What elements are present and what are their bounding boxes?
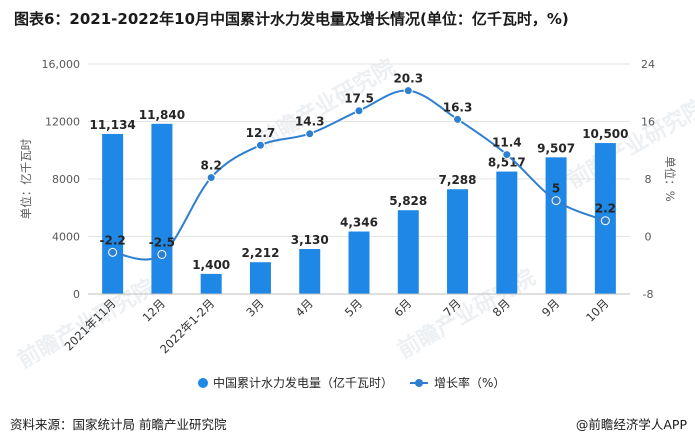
- x-tick-label: 3月: [243, 296, 266, 319]
- bar: [249, 262, 271, 294]
- y-axis-title: 单位：亿千瓦时: [19, 138, 33, 219]
- bar: [545, 157, 567, 294]
- x-tick-label: 5月: [342, 296, 365, 319]
- source-note: 资料来源：国家统计局 前瞻产业研究院: [10, 417, 227, 432]
- line-value-label: -2.2: [100, 233, 126, 247]
- bar: [299, 249, 321, 294]
- bar: [447, 189, 469, 294]
- line-point: [157, 249, 167, 259]
- bar-value-label: 4,346: [340, 216, 378, 230]
- y2-axis-title: 单位：%: [663, 156, 677, 201]
- line-series: -2.2 -2.5 8.2 12.7 14.3 17.5 20.3 16.3 11.4 5 2.2: [100, 72, 616, 261]
- bar-value-label: 11,840: [139, 108, 185, 122]
- y-tick-label: 12000: [45, 116, 80, 129]
- line-point: [502, 150, 512, 160]
- line-value-label: 14.3: [295, 115, 325, 129]
- y2-tick-label: 16: [641, 116, 655, 129]
- bar-value-label: 5,828: [389, 194, 427, 208]
- bar: [496, 171, 518, 294]
- x-tick-label: 4月: [293, 296, 316, 319]
- bar: [200, 273, 222, 294]
- line-point: [255, 140, 265, 150]
- line-value-label: 16.3: [443, 100, 473, 114]
- line-point: [108, 247, 118, 257]
- line-point: [305, 129, 315, 139]
- x-tick-label: 6月: [391, 296, 414, 319]
- bar-value-label: 11,134: [89, 118, 135, 132]
- line-point: [403, 86, 413, 96]
- bar-series: 11,134 11,840 1,400 2,212 3,130 4,346 5,828 7,2…: [89, 108, 629, 294]
- bar-value-label: 1,400: [192, 258, 230, 272]
- line-point: [354, 106, 364, 116]
- x-tick-label: 9月: [539, 296, 562, 319]
- bar-value-label: 2,212: [241, 246, 279, 260]
- line-point: [206, 173, 216, 183]
- y2-tick-label: -8: [643, 288, 654, 301]
- y2-tick-label: 8: [645, 173, 652, 186]
- y-tick-label: 4000: [52, 231, 80, 244]
- line-value-label: 12.7: [246, 126, 276, 140]
- line-value-label: 11.4: [492, 136, 522, 150]
- bar: [348, 231, 370, 294]
- y2-tick-label: 24: [641, 58, 655, 71]
- chart-title: 图表6：2021-2022年10月中国累计水力发电量及增长情况(单位：亿千瓦时，…: [14, 10, 569, 28]
- bar: [397, 210, 419, 294]
- line-value-label: 5: [552, 182, 560, 196]
- y-tick-label: 8000: [52, 173, 80, 186]
- bar-value-label: 8,517: [488, 156, 526, 170]
- brand-credit: @前瞻经济学人APP: [575, 417, 687, 432]
- y-tick-label: 16,000: [42, 58, 81, 71]
- line-value-label: -2.5: [149, 235, 175, 249]
- bar-value-label: 9,507: [537, 141, 575, 155]
- legend-bar-label: 中国累计水力发电量（亿千瓦时）: [213, 375, 393, 390]
- line-point: [600, 216, 610, 226]
- line-value-label: 8.2: [201, 159, 222, 173]
- bar-value-label: 7,288: [439, 173, 477, 187]
- legend-line-label: 增长率（%）: [434, 375, 505, 390]
- line-value-label: 20.3: [393, 72, 423, 86]
- line-value-label: 17.5: [344, 92, 374, 106]
- bar-value-label: 10,500: [582, 127, 628, 141]
- line-point: [453, 114, 463, 124]
- line-point: [551, 196, 561, 206]
- legend-bar-marker: [198, 378, 208, 388]
- legend: 中国累计水力发电量（亿千瓦时） 增长率（%）: [198, 375, 505, 390]
- bar: [151, 123, 173, 294]
- bar-value-label: 3,130: [291, 233, 329, 247]
- gridlines: [88, 63, 630, 237]
- y-tick-label: 0: [73, 288, 80, 301]
- x-tick-label: 10月: [583, 296, 611, 324]
- legend-line-marker: [415, 379, 423, 387]
- watermark-text: 前瞻产业研究院: [253, 54, 399, 154]
- bar: [102, 133, 124, 294]
- y2-tick-label: 0: [645, 231, 652, 244]
- line-value-label: 2.2: [595, 202, 616, 216]
